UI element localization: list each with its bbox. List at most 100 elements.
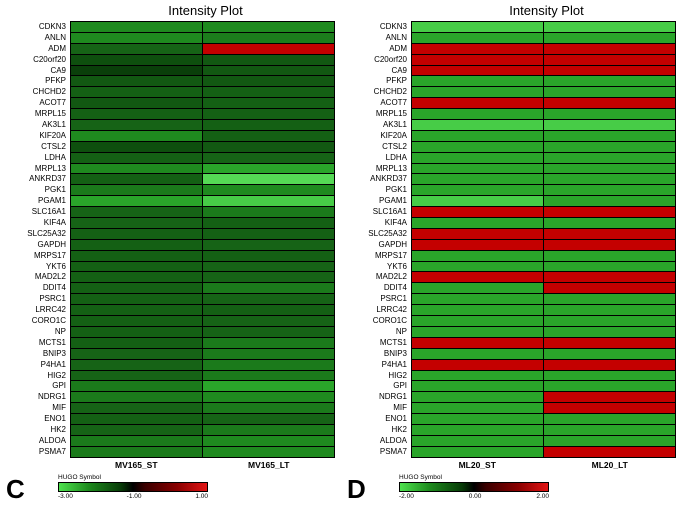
heatmap-cell-MRPL15-ML20_LT <box>544 109 675 120</box>
heatmap-cell-CA9-MV165_ST <box>71 65 202 76</box>
gene-label-ANLN: ANLN <box>385 32 407 42</box>
panel-c-footer: C HUGO Symbol -3.00 -1.00 1.00 <box>0 474 341 502</box>
gene-label-MIF: MIF <box>393 403 407 413</box>
heatmap-cell-MAD2L2-ML20_LT <box>544 272 675 283</box>
heatmap-cell-PSRC1-ML20_LT <box>544 294 675 305</box>
heatmap-cell-ACOT7-MV165_LT <box>203 98 334 109</box>
heatmap-cell-PGAM1-MV165_ST <box>71 196 202 207</box>
heatmap-cell-CDKN3-ML20_ST <box>412 22 543 32</box>
gene-label-CHCHD2: CHCHD2 <box>373 87 407 97</box>
heatmap-cell-SLC16A1-MV165_LT <box>203 207 334 218</box>
gene-label-GAPDH: GAPDH <box>37 239 66 249</box>
heatmap-cell-KIF4A-ML20_ST <box>412 218 543 228</box>
gene-label-PSMA7: PSMA7 <box>38 446 66 456</box>
heatmap-cell-AK3L1-MV165_LT <box>203 120 334 130</box>
heatmap-cell-KIF4A-MV165_ST <box>71 218 202 228</box>
heatmap-cell-CORO1C-ML20_LT <box>544 316 675 326</box>
gene-label-ANKRD37: ANKRD37 <box>29 174 66 184</box>
heatmap-cell-LDHA-ML20_LT <box>544 152 675 163</box>
heatmap-cell-ALDOA-MV165_ST <box>71 435 202 446</box>
heatmap-cell-MCTS1-MV165_LT <box>203 337 334 348</box>
heatmap-cell-CHCHD2-MV165_ST <box>71 87 202 98</box>
gene-label-ANLN: ANLN <box>44 32 66 42</box>
heatmap-cell-GPI-MV165_ST <box>71 381 202 392</box>
gene-label-PGK1: PGK1 <box>44 185 66 195</box>
gene-label-MCTS1: MCTS1 <box>38 337 66 347</box>
heatmap-cell-C20orf20-MV165_LT <box>203 54 334 65</box>
heatmap-cell-KIF20A-ML20_ST <box>412 130 543 141</box>
heatmap-cell-DDIT4-MV165_ST <box>71 283 202 294</box>
heatmap-cell-LRRC42-ML20_ST <box>412 305 543 316</box>
gene-label-MAD2L2: MAD2L2 <box>34 272 66 282</box>
gene-label-LDHA: LDHA <box>385 152 407 162</box>
heatmap-cell-CDKN3-MV165_ST <box>71 22 202 32</box>
heatmap-cell-GAPDH-MV165_LT <box>203 239 334 250</box>
heatmap-cell-PGAM1-ML20_ST <box>412 196 543 207</box>
heatmap-cell-KIF20A-MV165_LT <box>203 130 334 141</box>
panel-d-column-labels: ML20_ST ML20_LT <box>411 460 676 470</box>
gene-label-AK3L1: AK3L1 <box>382 120 407 130</box>
gene-label-ALDOA: ALDOA <box>38 435 66 445</box>
heatmap-cell-HK2-ML20_ST <box>412 424 543 435</box>
gene-label-SLC25A32: SLC25A32 <box>27 228 66 238</box>
heatmap-cell-MIF-ML20_LT <box>544 403 675 414</box>
heatmap-cell-ADM-ML20_ST <box>412 43 543 54</box>
heatmap-cell-MRPS17-MV165_ST <box>71 250 202 261</box>
heatmap-cell-AK3L1-ML20_LT <box>544 120 675 130</box>
gene-label-PFKP: PFKP <box>45 76 66 86</box>
gene-label-NP: NP <box>54 326 66 336</box>
panel-d-heatmap: CDKN3 ANLN ADM C20orf20 CA9 PFKP CHCHD2 ACOT7 MR… <box>341 21 682 458</box>
panel-d-heatmap-grid <box>411 21 676 458</box>
heatmap-cell-ALDOA-MV165_LT <box>203 435 334 446</box>
heatmap-cell-HIG2-MV165_ST <box>71 370 202 381</box>
heatmap-cell-KIF20A-MV165_ST <box>71 130 202 141</box>
heatmap-cell-P4HA1-MV165_ST <box>71 359 202 370</box>
heatmap-cell-YKT6-ML20_ST <box>412 261 543 272</box>
heatmap-cell-LRRC42-MV165_ST <box>71 305 202 316</box>
gene-label-PGAM1: PGAM1 <box>37 196 66 206</box>
gene-label-MRPL13: MRPL13 <box>34 163 66 173</box>
gene-label-PSRC1: PSRC1 <box>39 294 66 304</box>
heatmap-cell-ANLN-MV165_LT <box>203 32 334 43</box>
heatmap-cell-P4HA1-ML20_LT <box>544 359 675 370</box>
heatmap-cell-NP-ML20_ST <box>412 326 543 337</box>
tick-mid: 0.00 <box>468 492 482 500</box>
gene-label-CA9: CA9 <box>391 65 407 75</box>
heatmap-cell-SLC16A1-ML20_LT <box>544 207 675 218</box>
heatmap-cell-ADM-MV165_LT <box>203 43 334 54</box>
heatmap-cell-NDRG1-MV165_ST <box>71 392 202 403</box>
heatmap-cell-PGK1-MV165_LT <box>203 185 334 196</box>
gene-label-CHCHD2: CHCHD2 <box>32 87 66 97</box>
heatmap-cell-MRPS17-ML20_ST <box>412 250 543 261</box>
gene-label-GAPDH: GAPDH <box>378 239 407 249</box>
gene-label-YKT6: YKT6 <box>45 261 66 271</box>
heatmap-cell-SLC16A1-ML20_ST <box>412 207 543 218</box>
panel-c-title: Intensity Plot <box>168 3 243 18</box>
heatmap-cell-C20orf20-ML20_LT <box>544 54 675 65</box>
heatmap-cell-MRPL15-ML20_ST <box>412 109 543 120</box>
heatmap-cell-DDIT4-ML20_LT <box>544 283 675 294</box>
heatmap-cell-GAPDH-ML20_ST <box>412 239 543 250</box>
tick-min: -3.00 <box>58 492 73 500</box>
heatmap-cell-CORO1C-ML20_ST <box>412 316 543 326</box>
gene-label-HIG2: HIG2 <box>388 370 407 380</box>
heatmap-cell-ANKRD37-ML20_ST <box>412 174 543 185</box>
heatmap-cell-MIF-ML20_ST <box>412 403 543 414</box>
gene-label-CA9: CA9 <box>50 65 66 75</box>
panel-c-colorbar-ticks: -3.00 -1.00 1.00 <box>58 493 208 500</box>
heatmap-cell-BNIP3-ML20_ST <box>412 348 543 359</box>
heatmap-cell-CA9-ML20_LT <box>544 65 675 76</box>
heatmap-cell-BNIP3-MV165_ST <box>71 348 202 359</box>
gene-label-SLC16A1: SLC16A1 <box>31 207 66 217</box>
heatmap-cell-ENO1-ML20_LT <box>544 414 675 424</box>
heatmap-cell-HK2-MV165_LT <box>203 424 334 435</box>
gene-label-HK2: HK2 <box>50 424 66 434</box>
gene-label-PSMA7: PSMA7 <box>379 446 407 456</box>
gene-label-LRRC42: LRRC42 <box>376 305 407 315</box>
heatmap-cell-PSMA7-MV165_ST <box>71 446 202 457</box>
heatmap-cell-AK3L1-MV165_ST <box>71 120 202 130</box>
heatmap-cell-MCTS1-ML20_ST <box>412 337 543 348</box>
heatmap-cell-SLC25A32-MV165_LT <box>203 228 334 239</box>
heatmap-cell-YKT6-MV165_ST <box>71 261 202 272</box>
